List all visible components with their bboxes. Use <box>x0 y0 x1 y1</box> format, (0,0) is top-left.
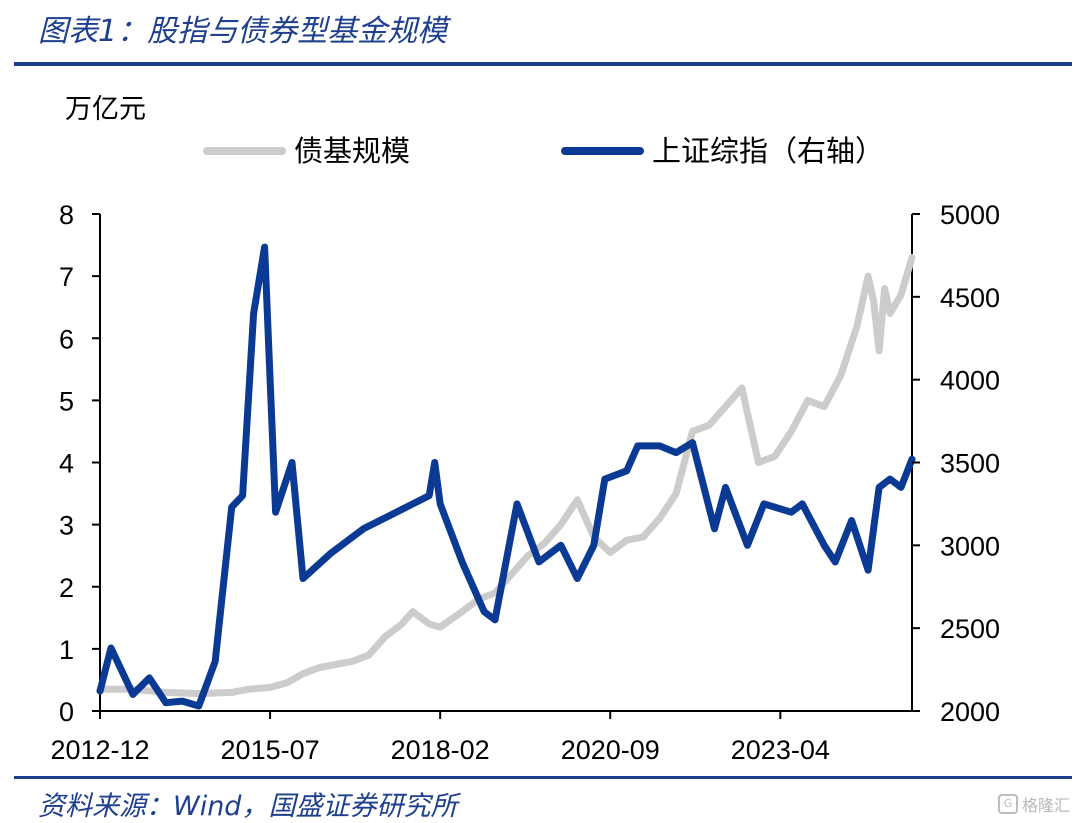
title-rule <box>14 62 1072 66</box>
series-layer <box>96 243 916 710</box>
ticks-layer: 0 1 2 3 4 5 6 7 8 2000 2500 3000 3500 4000 4500 5000 201… <box>50 200 1000 765</box>
right-tick-label: 4500 <box>940 283 1000 313</box>
right-tick-label: 2500 <box>940 614 1000 644</box>
source-rule <box>14 776 1072 779</box>
axes <box>99 214 913 712</box>
x-tick-label: 2020-09 <box>561 735 660 765</box>
left-tick-label: 1 <box>59 635 74 665</box>
x-tick-label: 2015-07 <box>221 735 320 765</box>
right-tick-label: 3000 <box>940 531 1000 561</box>
x-tick-label: 2023-04 <box>731 735 830 765</box>
watermark-text: 格隆汇 <box>1021 796 1070 815</box>
right-tick-label: 4000 <box>940 366 1000 396</box>
x-tick-label: 2018-02 <box>391 735 490 765</box>
source-note: 资料来源：Wind，国盛证券研究所 <box>38 791 458 822</box>
left-axis-unit: 万亿元 <box>65 94 146 125</box>
right-tick-label: 5000 <box>940 200 1000 230</box>
figure-title: 图表1：股指与债券型基金规模 <box>38 14 448 49</box>
left-tick-label: 8 <box>59 200 74 230</box>
series-line-shanghai-composite <box>96 243 916 710</box>
right-tick-label: 3500 <box>940 449 1000 479</box>
watermark: G 格隆汇 <box>997 792 1070 816</box>
left-tick-label: 2 <box>59 573 74 603</box>
left-tick-label: 3 <box>59 511 74 541</box>
left-tick-label: 0 <box>59 697 74 727</box>
glh-logo-icon: G <box>997 794 1018 814</box>
series-line-bond-fund-scale <box>96 254 916 698</box>
x-tick-label: 2012-12 <box>50 735 149 765</box>
left-tick-label: 6 <box>59 324 74 354</box>
right-tick-label: 2000 <box>940 697 1000 727</box>
left-tick-label: 5 <box>59 386 74 416</box>
left-tick-label: 4 <box>59 449 74 479</box>
legend-label-index: 上证综指（右轴） <box>652 134 884 168</box>
legend-label-bond: 债基规模 <box>294 134 410 168</box>
legend: 债基规模 上证综指（右轴） <box>203 134 884 168</box>
left-tick-label: 7 <box>59 262 74 292</box>
